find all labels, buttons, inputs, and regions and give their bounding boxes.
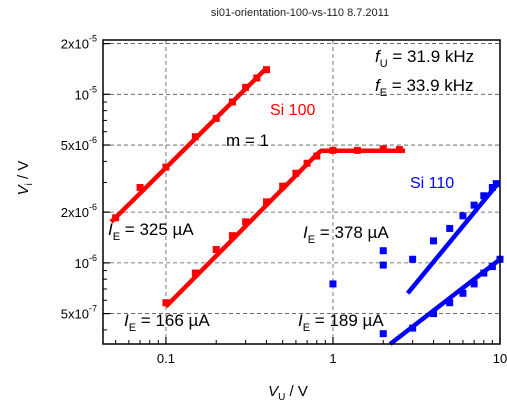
data-points [112,66,504,338]
x-tick-label: 1 [329,351,336,366]
data-point [112,214,120,222]
data-point [488,183,496,191]
data-point [409,324,417,332]
data-point [212,114,220,122]
data-point [228,232,236,240]
freq-u-label: fU = 31.9 kHz [375,47,474,70]
data-point [329,280,337,288]
data-point [262,66,270,74]
y-tick-label: 10-5 [75,84,97,102]
y-tick-label: 5x10-6 [61,135,97,153]
data-point [313,152,321,160]
data-point [379,261,387,269]
y-tick-label: 2x10-6 [61,202,97,220]
data-point [480,192,488,200]
slope-label: m = 1 [226,131,269,150]
data-point [446,299,454,307]
data-point [191,269,199,277]
data-point [191,133,199,141]
data-point [162,299,170,307]
x-axis-label: VU / V [268,383,308,403]
data-point [262,198,270,206]
data-point [480,269,488,277]
y-tick-label: 5x10-7 [61,304,97,322]
axis-ticks [103,42,501,344]
freq-e-label: fE = 33.9 kHz [375,76,474,99]
data-point [430,310,438,318]
data-point [492,180,500,188]
data-point [459,289,467,297]
plot-frame [102,39,501,345]
data-point [409,255,417,263]
data-point [395,146,403,154]
data-point [379,247,387,255]
data-point [212,246,220,254]
data-point [353,146,361,154]
data-point [253,74,261,82]
data-point [379,330,387,338]
ie-325-label: IE = 325 µA [108,220,194,243]
data-point [329,146,337,154]
chart-title: si01-orientation-100-vs-110 8.7.2011 [211,7,389,19]
y-axis-label: Vi / V [15,161,35,196]
data-point [470,201,478,209]
data-point [430,237,438,245]
si100-label: Si 100 [270,102,315,119]
data-point [379,145,387,153]
data-point [446,224,454,232]
ie-166-label: IE = 166 µA [124,311,210,334]
y-tick-label: 10-6 [75,253,97,271]
x-tick-label: 0.1 [157,351,175,366]
y-tick-label: 2x10-5 [61,34,97,52]
data-point [162,163,170,171]
x-tick-label: 10 [493,351,507,366]
fit-line-2 [405,182,500,295]
data-point [303,159,311,167]
data-point [136,183,144,191]
ie-189-label: IE = 189 µA [298,311,384,334]
data-point [459,212,467,220]
data-point [488,263,496,271]
ie-378-label: IE = 378 µA [303,223,389,246]
data-point [242,83,250,91]
data-point [470,280,478,288]
data-point [242,218,250,226]
fit-line-0 [109,66,269,224]
tick-labels: 0.1 1 10 5x10-7 10-6 2x10-6 5x10-6 10-5 2x10-5 [61,34,507,366]
data-point [228,98,236,106]
data-point [279,182,287,190]
data-point [292,169,300,177]
si110-label: Si 110 [410,175,454,192]
